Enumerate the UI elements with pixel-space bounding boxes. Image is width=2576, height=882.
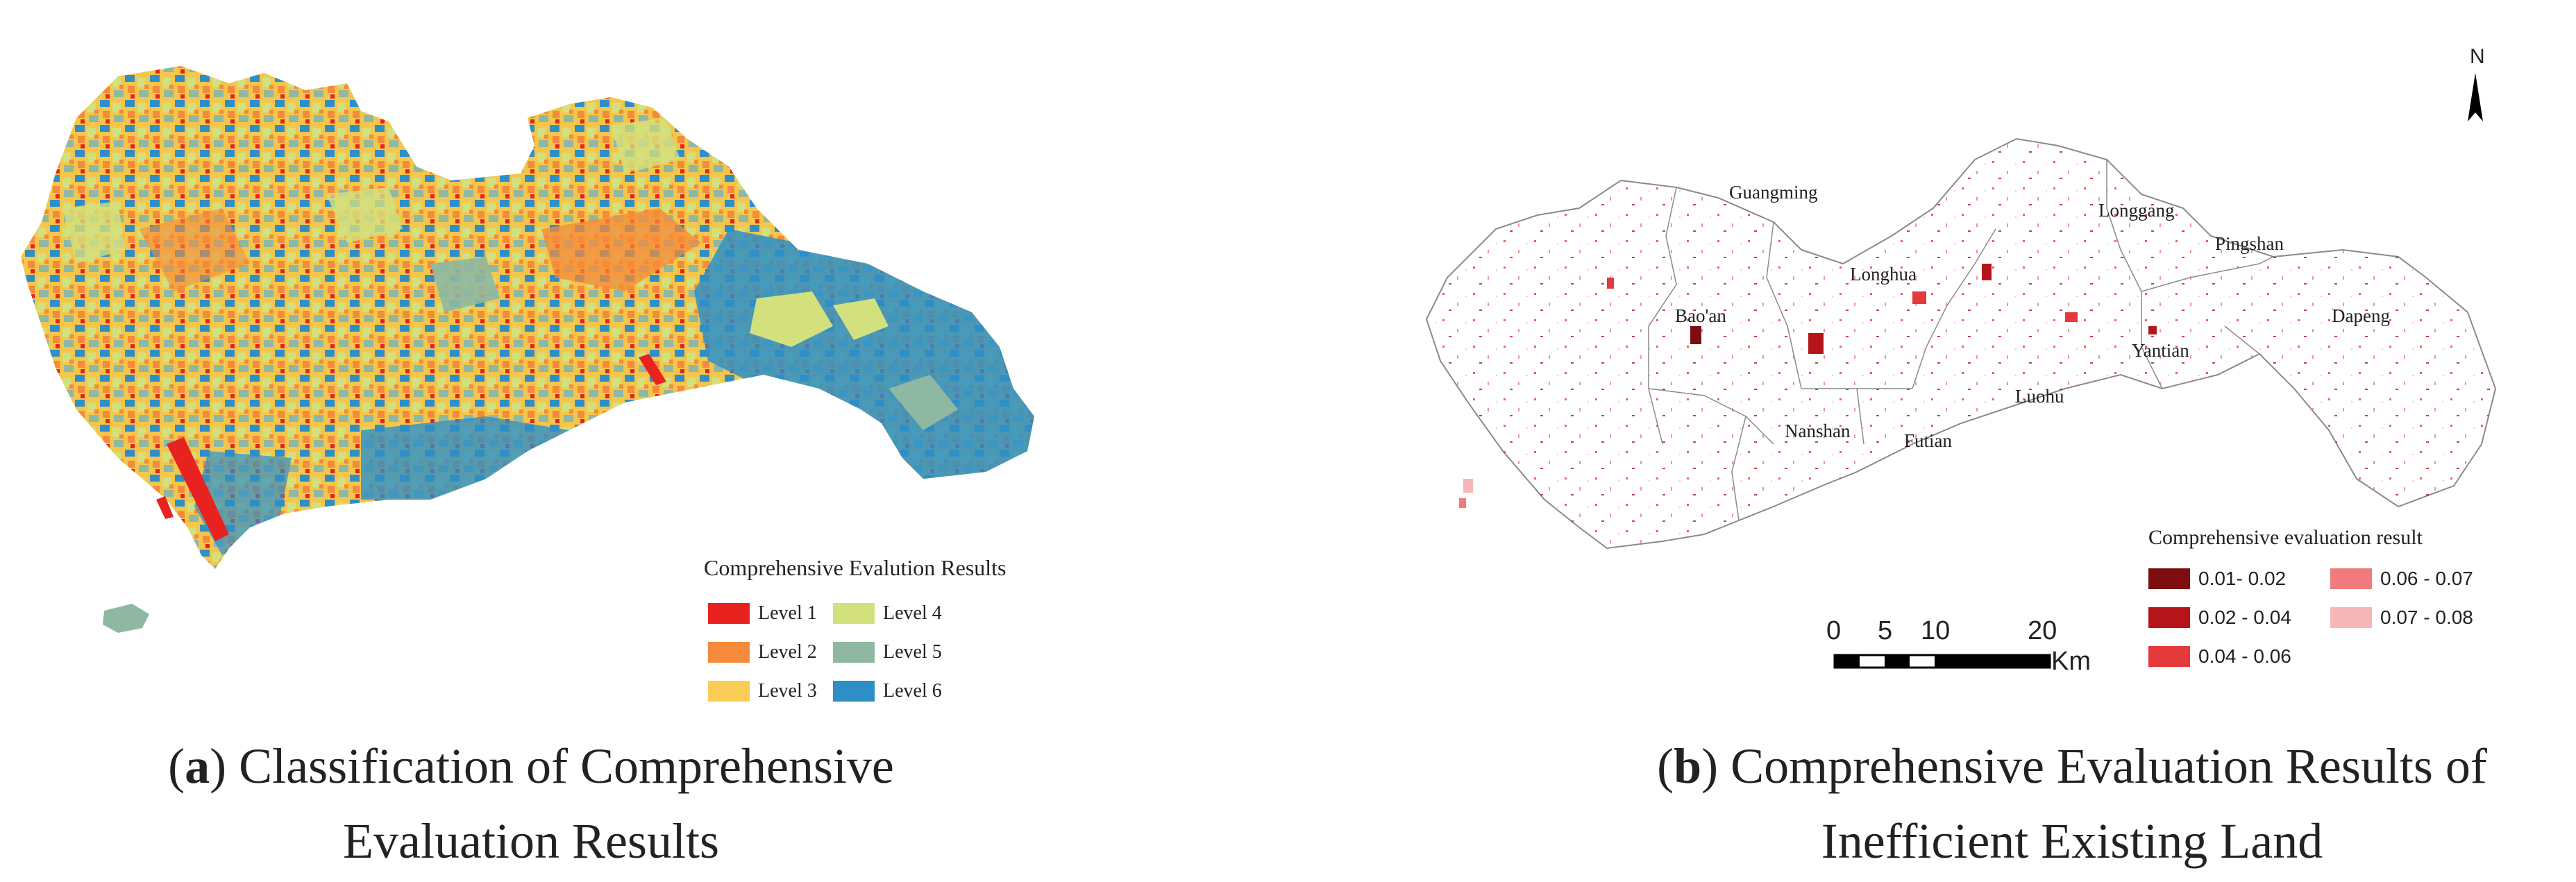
district-label-longgang: Longgang	[2098, 200, 2175, 221]
district-label-pingshan: Pingshan	[2215, 233, 2284, 254]
legend-item-level-5: Level 5	[833, 641, 942, 663]
caption-a-line2: Evaluation Results	[343, 813, 719, 869]
legend-item-class-3: 0.04 - 0.06	[2148, 645, 2291, 668]
legend-item-level-2: Level 2	[708, 641, 817, 663]
level-5-swatch	[833, 642, 875, 663]
level-6-label: Level 6	[883, 680, 942, 702]
caption-b: (b) Comprehensive Evaluation Results of …	[1579, 729, 2565, 879]
caption-b-line1: (b) Comprehensive Evaluation Results of	[1657, 738, 2487, 794]
class-2-swatch	[2148, 607, 2190, 628]
caption-a-line1: (a) Classification of Comprehensive	[168, 738, 894, 794]
class-1-swatch	[2148, 568, 2190, 589]
scale-tick-10: 10	[1921, 616, 1951, 645]
district-label-dapeng: Dapeng	[2332, 305, 2390, 326]
legend-item-class-5: 0.07 - 0.08	[2330, 607, 2473, 629]
legend-item-level-3: Level 3	[708, 680, 817, 702]
class-5-swatch	[2330, 607, 2372, 628]
level-4-swatch	[833, 603, 875, 624]
level-2-swatch	[708, 642, 750, 663]
north-label: N	[2470, 45, 2485, 68]
level-2-label: Level 2	[758, 641, 817, 663]
caption-b-letter: b	[1674, 738, 1702, 794]
legend-item-level-6: Level 6	[833, 680, 942, 702]
legend-title: Comprehensive evaluation result	[2148, 526, 2423, 549]
scale-bar	[1833, 654, 2051, 669]
evaluation-level-map	[21, 66, 1034, 633]
caption-b-line2: Inefficient Existing Land	[1821, 813, 2323, 869]
caption-a: (a) Classification of Comprehensive Eval…	[0, 729, 1062, 879]
scale-tick-0: 0	[1826, 616, 1842, 645]
district-label-luohu: Luohu	[2015, 386, 2064, 407]
scale-unit: Km	[2051, 647, 2091, 676]
district-label-futian: Futian	[1904, 430, 1953, 451]
legend-item-class-1: 0.01- 0.02	[2148, 568, 2286, 590]
caption-a-letter: a	[185, 738, 210, 794]
coastal-strip	[167, 437, 229, 541]
level-3-label: Level 3	[758, 680, 817, 702]
panel-a: Comprehensive Evalution Results Level 1 …	[0, 66, 1062, 879]
north-arrow	[2468, 73, 2483, 121]
shenzhen-outline	[21, 66, 1034, 569]
scale-tick-5: 5	[1878, 616, 1893, 645]
level-6-swatch	[833, 681, 875, 702]
level-1-swatch	[708, 603, 750, 624]
level-1-label: Level 1	[758, 602, 817, 624]
district-boundaries	[1648, 160, 2274, 521]
class-3-swatch	[2148, 646, 2190, 667]
legend-item-class-4: 0.06 - 0.07	[2330, 568, 2473, 590]
district-label-yantian: Yantian	[2132, 340, 2189, 361]
island	[103, 604, 149, 633]
district-label-nanshan: Nanshan	[1785, 421, 1851, 441]
class-4-swatch	[2330, 568, 2372, 589]
legend-item-level-1: Level 1	[708, 602, 817, 625]
legend-item-class-2: 0.02 - 0.04	[2148, 607, 2291, 629]
district-label-guangming: Guangming	[1729, 182, 1818, 203]
panel-b: N Guangming Longhua Bao'an Longgang Ping…	[1288, 0, 2576, 882]
inefficient-land-map	[1425, 73, 2497, 669]
level-3-swatch	[708, 681, 750, 702]
scale-tick-20: 20	[2028, 616, 2057, 645]
level-4-label: Level 4	[883, 602, 942, 624]
district-label-baoan: Bao'an	[1675, 305, 1726, 326]
legend-title: Comprehensive Evalution Results	[704, 555, 1007, 580]
district-label-longhua: Longhua	[1850, 264, 1917, 285]
legend-item-level-4: Level 4	[833, 602, 942, 625]
level-5-label: Level 5	[883, 641, 942, 663]
